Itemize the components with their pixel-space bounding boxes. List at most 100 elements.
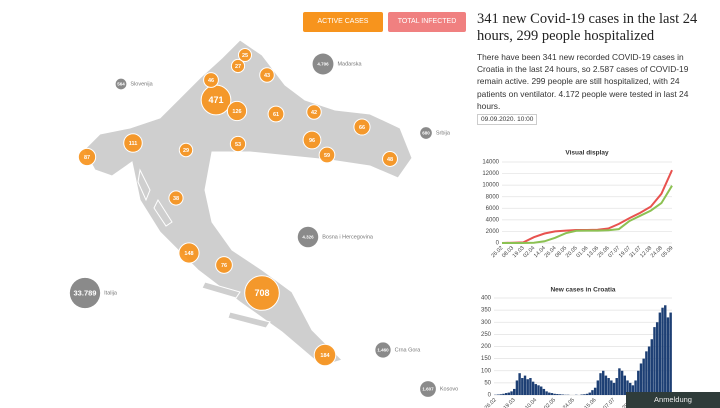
country-name: Bosna i Hercegovina (322, 234, 374, 240)
bar (596, 380, 600, 395)
county-bubble (238, 48, 252, 62)
y-tick-label: 50 (484, 380, 491, 386)
croatia-map (83, 39, 413, 367)
country-value: 33.789 (74, 288, 97, 297)
bar (620, 370, 624, 395)
x-tick-label: 10.04 (524, 397, 538, 408)
country-name: Kosovo (440, 386, 458, 392)
country-bubble (375, 342, 391, 358)
county-bubble (123, 133, 143, 153)
country-shape (83, 39, 413, 367)
y-tick-label: 0 (496, 241, 500, 247)
bar (631, 385, 635, 395)
country-bubble (420, 381, 436, 397)
county-label: 25 (242, 53, 248, 59)
county-label: 53 (235, 142, 241, 148)
bar (615, 378, 618, 395)
y-tick-label: 6000 (486, 206, 500, 212)
bar (626, 380, 629, 395)
bar (604, 375, 608, 395)
active-cases-button[interactable]: ACTIVE CASES (303, 12, 383, 32)
country-value: 4.706 (317, 62, 329, 67)
county-label: 29 (183, 148, 189, 154)
x-tick-label: 15.06 (584, 397, 598, 408)
bar (610, 380, 613, 395)
bar (607, 378, 610, 395)
country-bubble (115, 78, 127, 90)
bar (534, 384, 538, 395)
y-tick-label: 400 (481, 296, 492, 302)
y-tick-label: 350 (481, 308, 492, 314)
headline: 341 new Covid-19 cases in the last 24 ho… (477, 11, 698, 44)
county-bubble (230, 58, 246, 74)
county-label: 471 (208, 95, 223, 105)
y-tick-label: 4000 (486, 217, 500, 223)
county-bubble (306, 104, 322, 120)
bar (664, 305, 667, 395)
county-bubble (318, 146, 336, 164)
country-value: 564 (117, 82, 125, 87)
bar (650, 339, 653, 395)
county-label: 87 (84, 155, 90, 161)
county-label: 111 (129, 141, 138, 147)
county-label: 46 (208, 78, 214, 84)
timestamp: 09.09.2020. 10:00 (477, 114, 538, 125)
bar (513, 388, 516, 395)
county-bubble (168, 190, 184, 206)
bar (515, 380, 519, 395)
total-infected-button[interactable]: TOTAL INFECTED (388, 12, 466, 32)
y-tick-label: 100 (481, 368, 492, 374)
y-tick-label: 300 (481, 320, 492, 326)
bar (602, 370, 605, 395)
country-value: 1.607 (422, 387, 434, 392)
county-bubble (229, 135, 247, 153)
bar (550, 393, 554, 395)
county-bubble (244, 275, 280, 311)
county-label: 76 (221, 263, 227, 269)
y-tick-label: 200 (481, 344, 492, 350)
country-bubble (297, 226, 319, 248)
bar (521, 378, 524, 395)
county-bubble (302, 130, 322, 150)
county-label: 48 (387, 157, 393, 163)
bar (612, 382, 616, 395)
country-name: Italija (104, 290, 118, 296)
y-tick-label: 8000 (486, 194, 500, 200)
county-label: 96 (309, 138, 315, 144)
bar (507, 392, 511, 395)
county-bubble (313, 343, 337, 367)
island (153, 198, 173, 227)
island (137, 168, 151, 202)
login-button[interactable]: Anmeldung (626, 392, 720, 408)
bar (618, 368, 621, 395)
bar (655, 322, 659, 395)
y-tick-label: 150 (481, 356, 492, 362)
x-tick-label: 26.02 (484, 397, 498, 408)
bar (526, 379, 529, 395)
country-value: 1.460 (377, 348, 389, 353)
country-bubble (69, 277, 101, 309)
bar (583, 394, 586, 395)
island (201, 281, 241, 299)
bar (588, 392, 591, 395)
bar (504, 393, 508, 395)
bar (634, 380, 637, 395)
chart-title: Visual display (565, 150, 609, 157)
y-tick-label: 250 (481, 332, 492, 338)
bar (599, 373, 602, 395)
bar (628, 382, 632, 395)
bar (510, 391, 513, 395)
county-bubble (178, 242, 200, 264)
bar (658, 312, 662, 395)
y-tick-label: 14000 (482, 160, 499, 166)
county-label: 38 (173, 196, 179, 202)
county-bubble (178, 142, 194, 158)
x-tick-label: 02.05 (543, 397, 557, 408)
island (227, 311, 271, 329)
county-label: 148 (184, 251, 193, 257)
country-name: Srbija (436, 130, 451, 136)
bar (545, 391, 548, 395)
country-value: 4.326 (302, 235, 314, 240)
